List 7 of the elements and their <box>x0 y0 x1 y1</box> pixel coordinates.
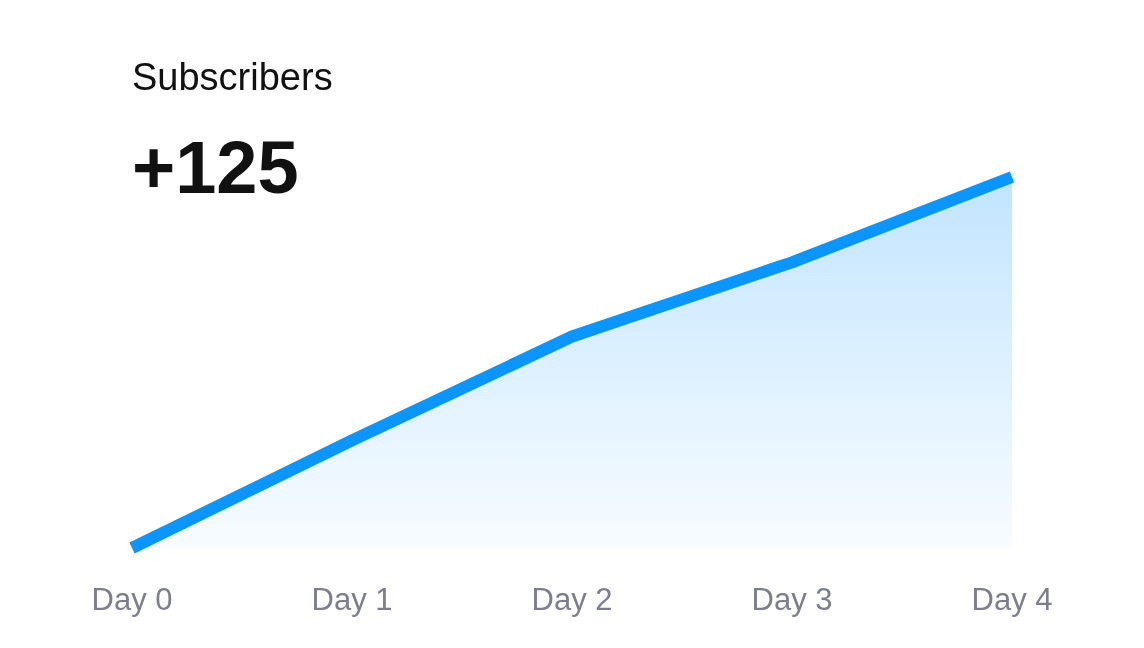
x-tick-label: Day 1 <box>311 582 393 617</box>
x-tick-label: Day 3 <box>751 582 833 617</box>
x-tick-label: Day 4 <box>971 582 1053 617</box>
x-tick-label: Day 0 <box>91 582 173 617</box>
chart-subtitle: +125 <box>132 126 299 209</box>
x-tick-label: Day 2 <box>531 582 613 617</box>
chart-title: Subscribers <box>132 56 333 98</box>
